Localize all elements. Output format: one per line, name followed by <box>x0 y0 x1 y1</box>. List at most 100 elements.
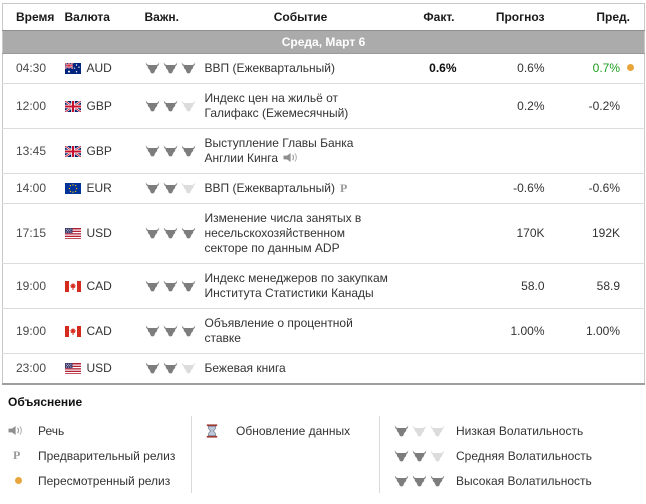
gbp-flag-icon <box>63 144 82 158</box>
event-row[interactable]: 19:00 CAD Объявление о процентной ставке… <box>2 308 645 354</box>
event-time: 13:45 <box>16 143 47 158</box>
event-cell: Выступление Главы Банка Англии Кинга <box>201 129 401 174</box>
bull-volatility-icon <box>163 362 177 374</box>
event-row[interactable]: 23:00 USD Бежевая книга <box>2 353 645 385</box>
forecast-value: 1.00% <box>510 323 545 338</box>
event-row[interactable]: 17:15 USD Изменение числа занятых в несе… <box>2 203 645 264</box>
bull-volatility-icon <box>412 474 427 486</box>
column-header-event: Событие <box>200 3 401 31</box>
legend-item-label: Пересмотренный релиз <box>38 473 171 488</box>
bull-volatility-icon <box>181 227 195 239</box>
previous-cell: -0.6% <box>549 174 645 204</box>
bull-volatility-icon <box>163 227 177 239</box>
legend-column-update-icon: Обновление данных <box>191 416 379 493</box>
actual-value <box>401 84 459 129</box>
speech-icon <box>8 426 22 435</box>
event-time: 19:00 <box>16 278 47 293</box>
event-title: Индекс цен на жильё от Галифакс (Ежемеся… <box>204 91 349 120</box>
legend-item: Речь <box>8 418 191 443</box>
column-header-row: Время Валюта Важн. Событие Факт. Прогноз… <box>2 3 645 31</box>
legend-item: Обновление данных <box>206 418 379 443</box>
event-cell: Индекс цен на жильё от Галифакс (Ежемеся… <box>201 84 401 129</box>
revised-release-dot-icon <box>627 64 634 71</box>
event-time: 12:00 <box>16 98 47 113</box>
currency-code: USD <box>86 361 112 375</box>
bull-volatility-icon <box>412 424 427 436</box>
currency-code: CAD <box>86 278 112 293</box>
event-time: 14:00 <box>16 181 47 195</box>
event-time: 23:00 <box>16 361 47 375</box>
currency-cell: GBP <box>61 129 141 174</box>
revised-release-dot-icon <box>15 477 22 484</box>
legend-column-release-icons: Речь P Предварительный релиз Пересмотрен… <box>8 416 191 493</box>
importance-cell <box>141 354 201 385</box>
previous-value: -0.2% <box>588 98 620 113</box>
eur-flag-icon <box>64 183 81 194</box>
event-title: ВВП (Ежеквартальный) <box>204 181 335 195</box>
currency-cell: CAD <box>61 309 141 354</box>
bull-volatility-icon <box>145 279 159 291</box>
currency-code: USD <box>86 226 112 240</box>
bull-volatility-icon <box>412 449 427 461</box>
actual-value <box>401 354 459 385</box>
currency-cell: USD <box>61 204 141 264</box>
legend-item-label: Предварительный релиз <box>38 448 176 463</box>
column-header-actual: Факт. <box>400 3 459 31</box>
bull-volatility-icon <box>430 449 445 461</box>
data-update-hourglass-icon <box>206 423 218 438</box>
importance-cell <box>141 84 201 129</box>
currency-cell: GBP <box>61 84 141 129</box>
forecast-value: 170K <box>516 226 545 240</box>
event-row[interactable]: 14:00 EUR ВВП (Ежеквартальный) P -0.6% -0.6… <box>2 173 645 204</box>
bull-volatility-icon <box>145 99 159 111</box>
bull-volatility-icon <box>181 99 195 111</box>
event-title: Бежевая книга <box>204 361 286 375</box>
event-cell: ВВП (Ежеквартальный) <box>201 54 401 84</box>
actual-value: 0.6% <box>429 61 457 75</box>
event-row[interactable]: 04:30 AUD ВВП (Ежеквартальный) 0.6% 0.6% 0.… <box>2 53 645 84</box>
legend-item-label: Высокая Волатильность <box>456 473 592 488</box>
cad-flag-icon <box>64 280 81 292</box>
bull-volatility-icon <box>145 324 159 336</box>
bull-volatility-icon <box>145 362 159 374</box>
currency-code: CAD <box>86 323 112 338</box>
previous-cell: -0.2% <box>549 84 645 129</box>
actual-value <box>401 204 459 264</box>
bull-volatility-icon <box>163 144 177 156</box>
bull-volatility-icon <box>145 182 159 194</box>
currency-code: AUD <box>86 61 112 75</box>
forecast-value <box>459 354 549 385</box>
bull-volatility-icon <box>145 62 159 74</box>
forecast-value: 0.2% <box>517 98 545 113</box>
event-cell: Объявление о процентной ставке <box>201 309 401 354</box>
currency-cell: EUR <box>61 174 141 204</box>
bull-volatility-icon <box>145 144 159 156</box>
forecast-value: -0.6% <box>513 181 545 195</box>
event-row[interactable]: 12:00 GBP Индекс цен на жильё от Галифак… <box>2 83 645 129</box>
event-cell: Изменение числа занятых в несельскохозяй… <box>201 204 401 264</box>
importance-cell <box>141 204 201 264</box>
event-row[interactable]: 13:45 GBP Выступление Главы Банка Англии… <box>2 128 645 174</box>
bull-volatility-icon <box>145 227 159 239</box>
usd-flag-icon <box>64 363 81 374</box>
importance-cell <box>141 54 201 84</box>
legend-item-label: Обновление данных <box>236 423 351 438</box>
forecast-value: 0.6% <box>517 61 545 75</box>
bull-volatility-icon <box>430 424 445 436</box>
usd-flag-icon <box>64 228 81 239</box>
importance-cell <box>141 309 201 354</box>
column-header-previous: Пред. <box>548 3 645 31</box>
event-row[interactable]: 19:00 CAD Индекс менеджеров по закупкам … <box>2 263 645 309</box>
bull-volatility-icon <box>394 449 409 461</box>
event-cell: ВВП (Ежеквартальный) P <box>201 174 401 204</box>
currency-cell: AUD <box>61 54 141 84</box>
currency-cell: USD <box>61 354 141 385</box>
forecast-value <box>459 129 549 174</box>
event-cell: Бежевая книга <box>201 354 401 385</box>
bull-volatility-icon <box>181 144 195 156</box>
date-label: Среда, Март 6 <box>2 30 645 54</box>
bull-volatility-icon <box>163 279 177 291</box>
bull-volatility-icon <box>163 99 177 111</box>
currency-code: GBP <box>86 143 112 158</box>
previous-value: 0.7% <box>592 61 620 75</box>
